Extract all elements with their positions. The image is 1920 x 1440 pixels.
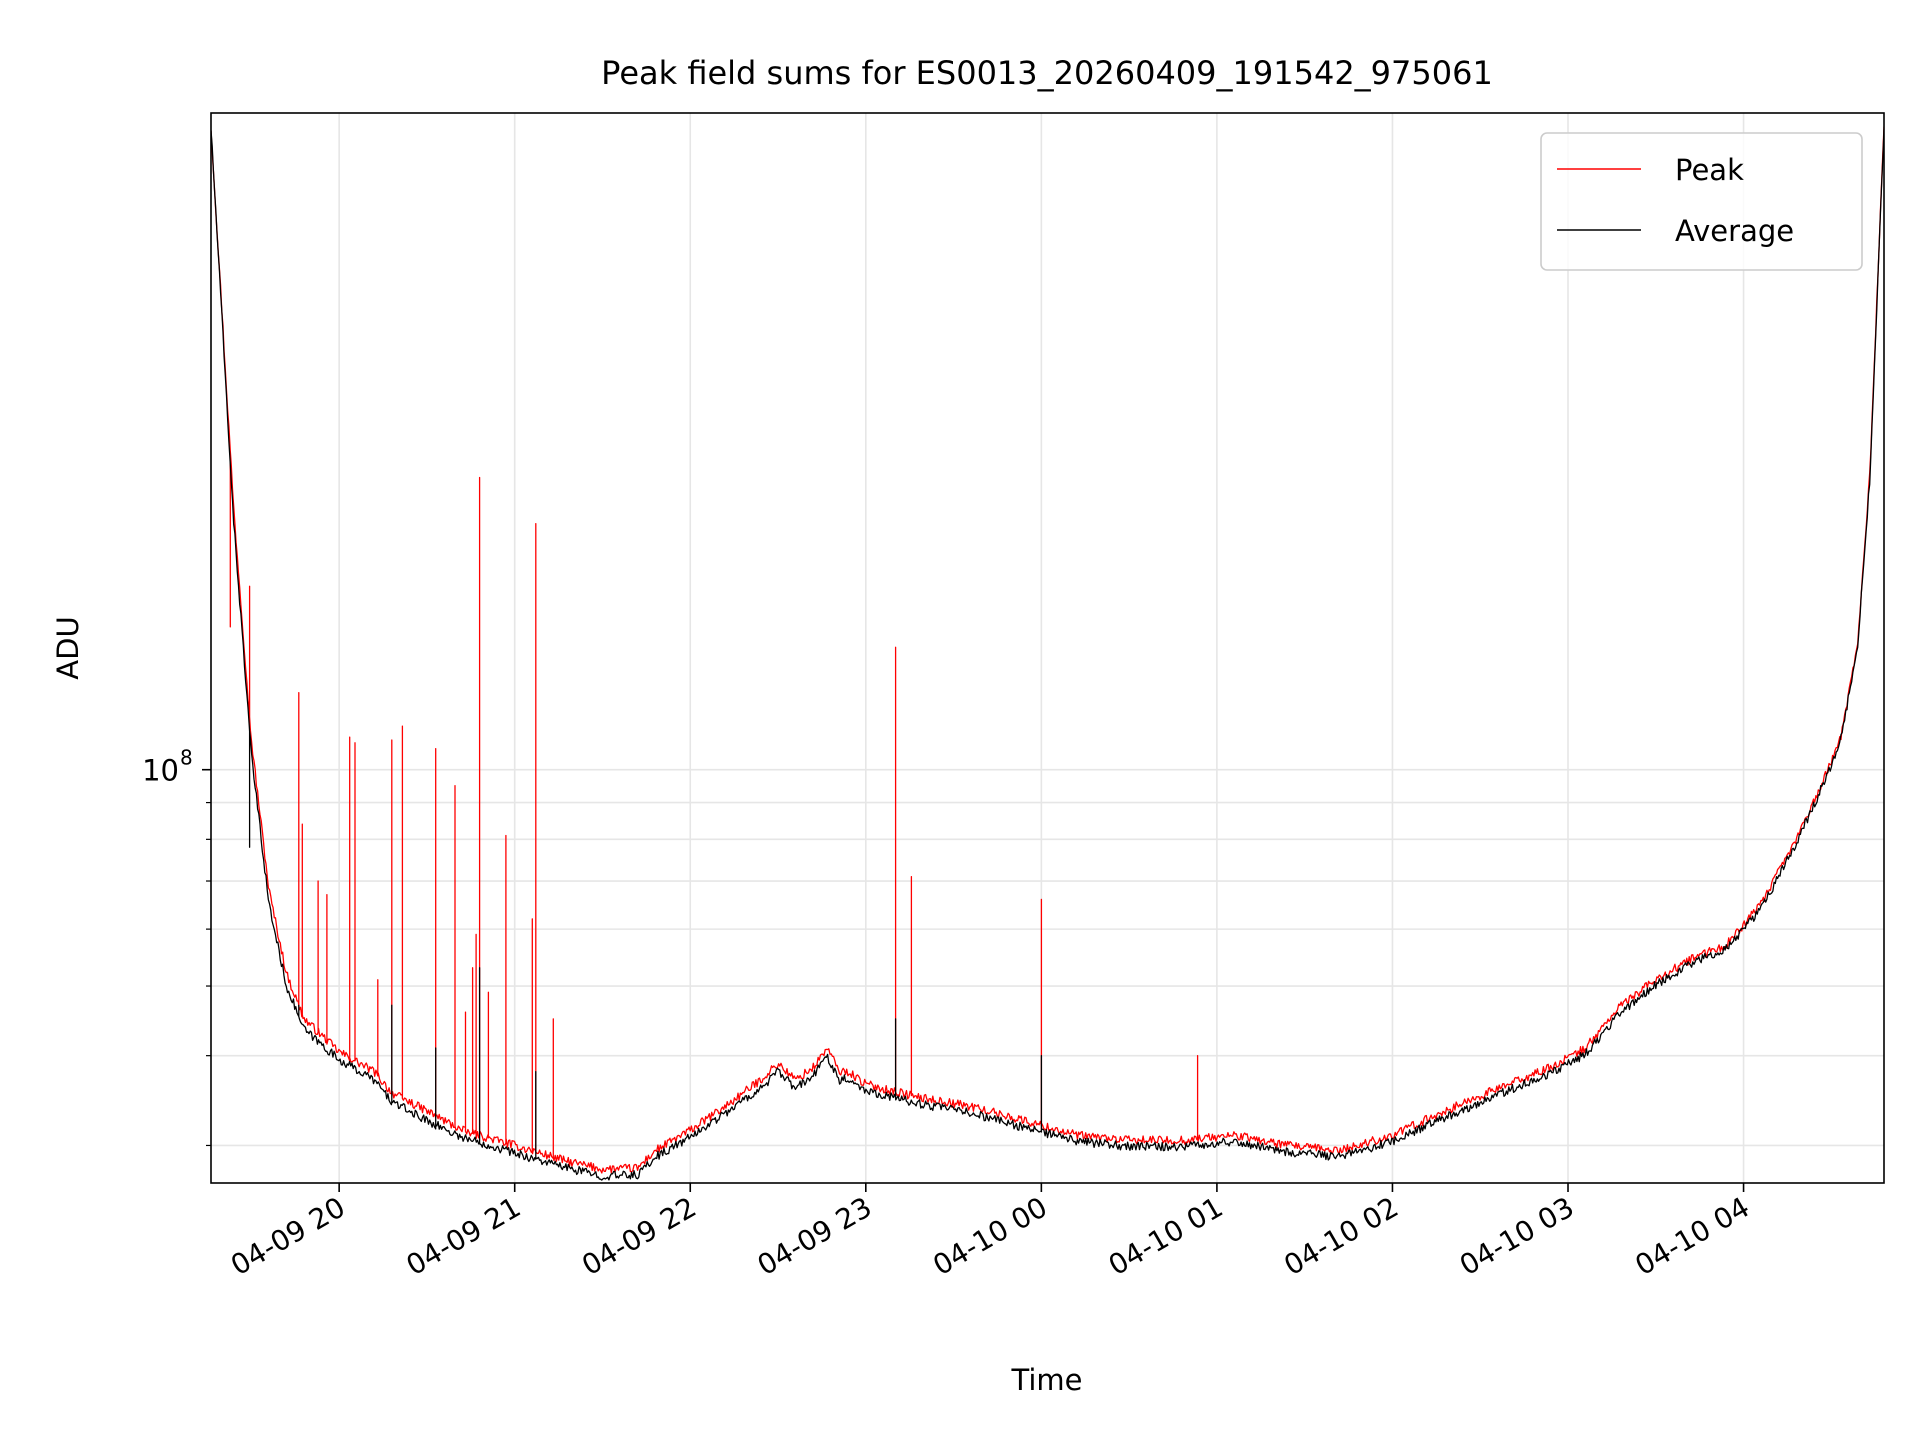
y-tick-label: 10 8	[142, 746, 193, 788]
chart-title: Peak field sums for ES0013_20260409_1915…	[601, 54, 1493, 92]
legend: Peak Average	[1540, 132, 1863, 271]
y-tick-label-exponent: 8	[180, 746, 193, 770]
x-axis-label: Time	[1011, 1363, 1083, 1397]
average-series-line	[211, 129, 1884, 1181]
series-layer	[211, 126, 1884, 1181]
legend-peak-label: Peak	[1675, 153, 1744, 187]
axes-frame	[210, 112, 1885, 1184]
grid-layer	[211, 113, 1884, 1183]
peak-series-line	[211, 126, 1884, 1174]
legend-average-label: Average	[1675, 214, 1794, 248]
y-axis-label: ADU	[51, 616, 85, 679]
legend-box	[1540, 132, 1863, 271]
y-tick-label-base: 10	[142, 754, 179, 788]
